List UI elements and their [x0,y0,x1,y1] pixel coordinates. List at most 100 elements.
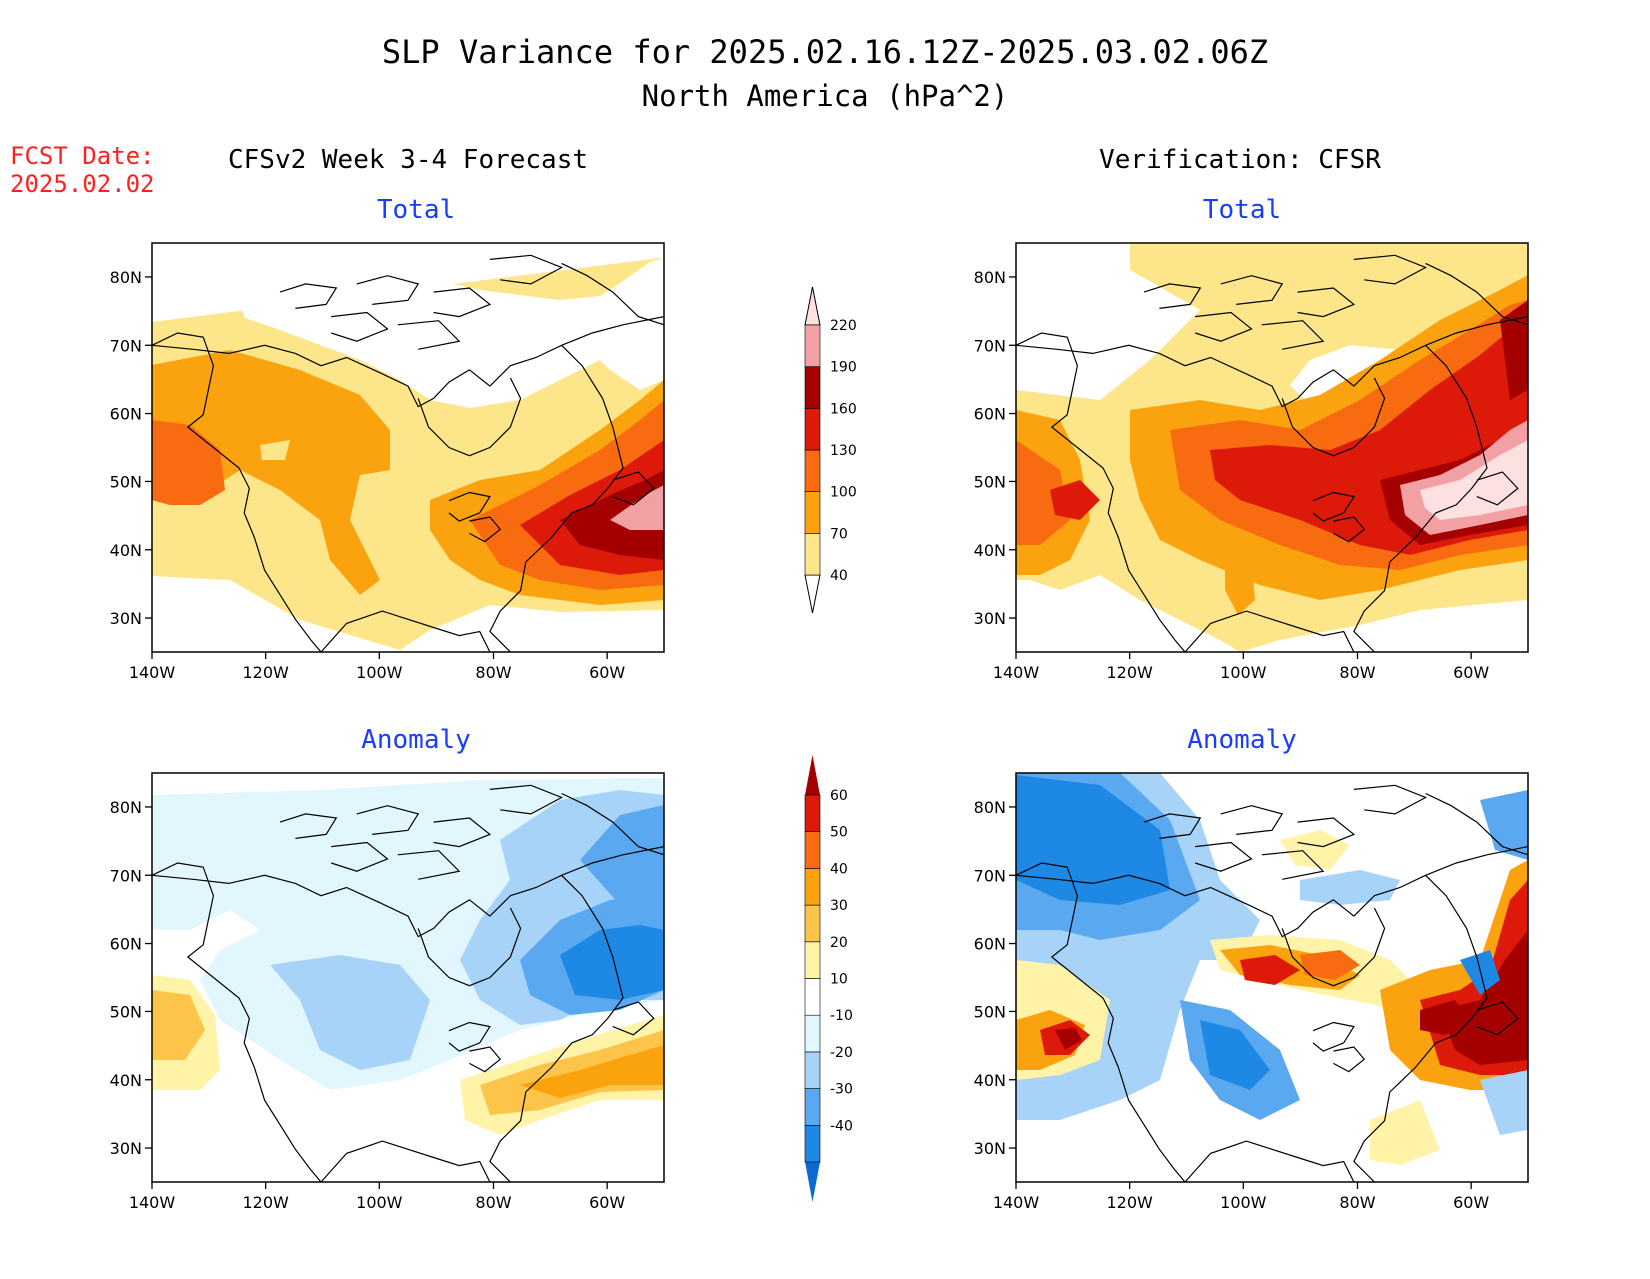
main-subtitle: North America (hPa^2) [642,79,1009,113]
coastline-segment [397,320,461,350]
coastline-segment [1195,841,1253,872]
lat-tick-label: 70N [974,866,1006,885]
coastline-segment [279,813,338,839]
lat-tick-label: 30N [974,609,1006,628]
lon-tick-label: 80W [475,663,511,682]
lon-tick-label: 100W [356,1193,403,1212]
forecast-total-map [151,242,665,653]
lon-tick-label: 120W [242,663,289,682]
coastline-segment [1184,610,1355,652]
forecast-total-title: Total [377,195,455,225]
colorbar-label: 20 [830,935,848,951]
verification-anomaly-coastline [1016,784,1528,1182]
colorbar-label: 10 [830,972,848,988]
colorbar-segment [804,868,821,906]
verification-total-map [1015,242,1529,653]
lon-tick-label: 80W [1339,1193,1375,1212]
coastline-segment [433,287,492,318]
verification-total-title: Total [1203,195,1281,225]
coastline-segment [1297,817,1356,848]
forecast-column-title: CFSv2 Week 3-4 Forecast [228,145,588,175]
coastline-segment [469,516,502,543]
coastline-segment [417,907,522,987]
lat-tick-label: 80N [974,268,1006,287]
lat-tick-label: 30N [110,1139,142,1158]
coastline-segment [397,850,461,880]
coastline-segment [1143,283,1202,309]
colorbar-upper-arrow [805,755,820,795]
colorbar-segment [804,1051,821,1089]
lat-tick-label: 80N [110,268,142,287]
colorbar-label: 130 [830,443,857,459]
anomaly-colorbar: -40 -30 -20 -10 10 20 30 40 50 60 [804,755,853,1202]
colorbar-segment [804,904,821,943]
coastline-segment [1353,784,1428,815]
lat-tick-label: 40N [974,1071,1006,1090]
colorbar-label: -40 [830,1118,853,1134]
lat-tick-label: 50N [974,472,1006,491]
forecast-total-coastline [152,254,664,652]
coastline-segment [1184,1140,1355,1182]
coastline-segment [433,817,492,848]
lon-tick-label: 140W [129,663,176,682]
lon-tick-label: 60W [589,663,625,682]
colorbar-segment [804,1014,821,1053]
coastline-segment [1281,377,1386,457]
colorbar-segment [804,366,821,409]
coastline-segment [320,610,491,652]
coastline-segment [561,792,664,856]
lat-tick-label: 60N [974,405,1006,424]
colorbar-segment [804,1125,821,1163]
forecast-anomaly-map [151,772,665,1183]
verification-column-title: Verification: CFSR [1099,145,1381,175]
coastline-segment [1312,491,1355,522]
lon-tick-label: 140W [129,1193,176,1212]
lon-tick-label: 100W [356,663,403,682]
coastline-segment [561,262,664,326]
coastline-segment [1220,805,1284,835]
coastline-segment [489,784,564,815]
lon-tick-label: 60W [1453,663,1489,682]
coastline-segment [489,344,624,652]
lat-tick-label: 60N [974,935,1006,954]
colorbar-lower-arrow [805,1162,820,1202]
lon-tick-label: 80W [1339,663,1375,682]
coastline-segment [331,841,389,872]
colorbar-label: 40 [830,568,848,584]
coastline-segment [1353,344,1488,652]
colorbar-label: 100 [830,485,857,501]
lon-tick-label: 60W [589,1193,625,1212]
coastline-segment [279,283,338,309]
lat-tick-label: 60N [110,935,142,954]
coastline-segment [356,805,420,835]
coastline-segment [1261,850,1325,880]
colorbar-segment [804,1088,821,1126]
verification-anomaly-title: Anomaly [1187,725,1297,755]
coastline-segment [1476,1001,1519,1036]
colorbar-segment [804,941,821,979]
coastline-segment [331,311,389,342]
colorbar-label: -30 [830,1082,853,1098]
colorbar-label: 60 [830,788,848,804]
lat-tick-label: 30N [974,1139,1006,1158]
coastline-segment [1195,311,1253,342]
colorbar-segment [804,533,821,576]
lon-tick-label: 120W [1106,663,1153,682]
lat-tick-label: 80N [974,798,1006,817]
coastline-segment [1016,846,1528,938]
coastline-segment [320,1140,491,1182]
coastline-segment [1425,792,1528,856]
colorbar-segment [804,449,821,492]
lon-tick-label: 80W [475,1193,511,1212]
lat-tick-label: 50N [110,472,142,491]
coastline-segment [1297,287,1356,318]
verification-anomaly-map [1015,772,1529,1183]
colorbar-label: -10 [830,1008,853,1024]
verification-total-field [1016,243,1528,652]
coastline-segment [1425,262,1528,326]
forecast-anomaly-axes: 80N 70N 60N 50N 40N 30N 140W 120W 100W 80W 60W [110,798,626,1212]
colorbar-segment [804,794,821,833]
coastline-segment [489,874,624,1182]
lon-tick-label: 100W [1220,1193,1267,1212]
